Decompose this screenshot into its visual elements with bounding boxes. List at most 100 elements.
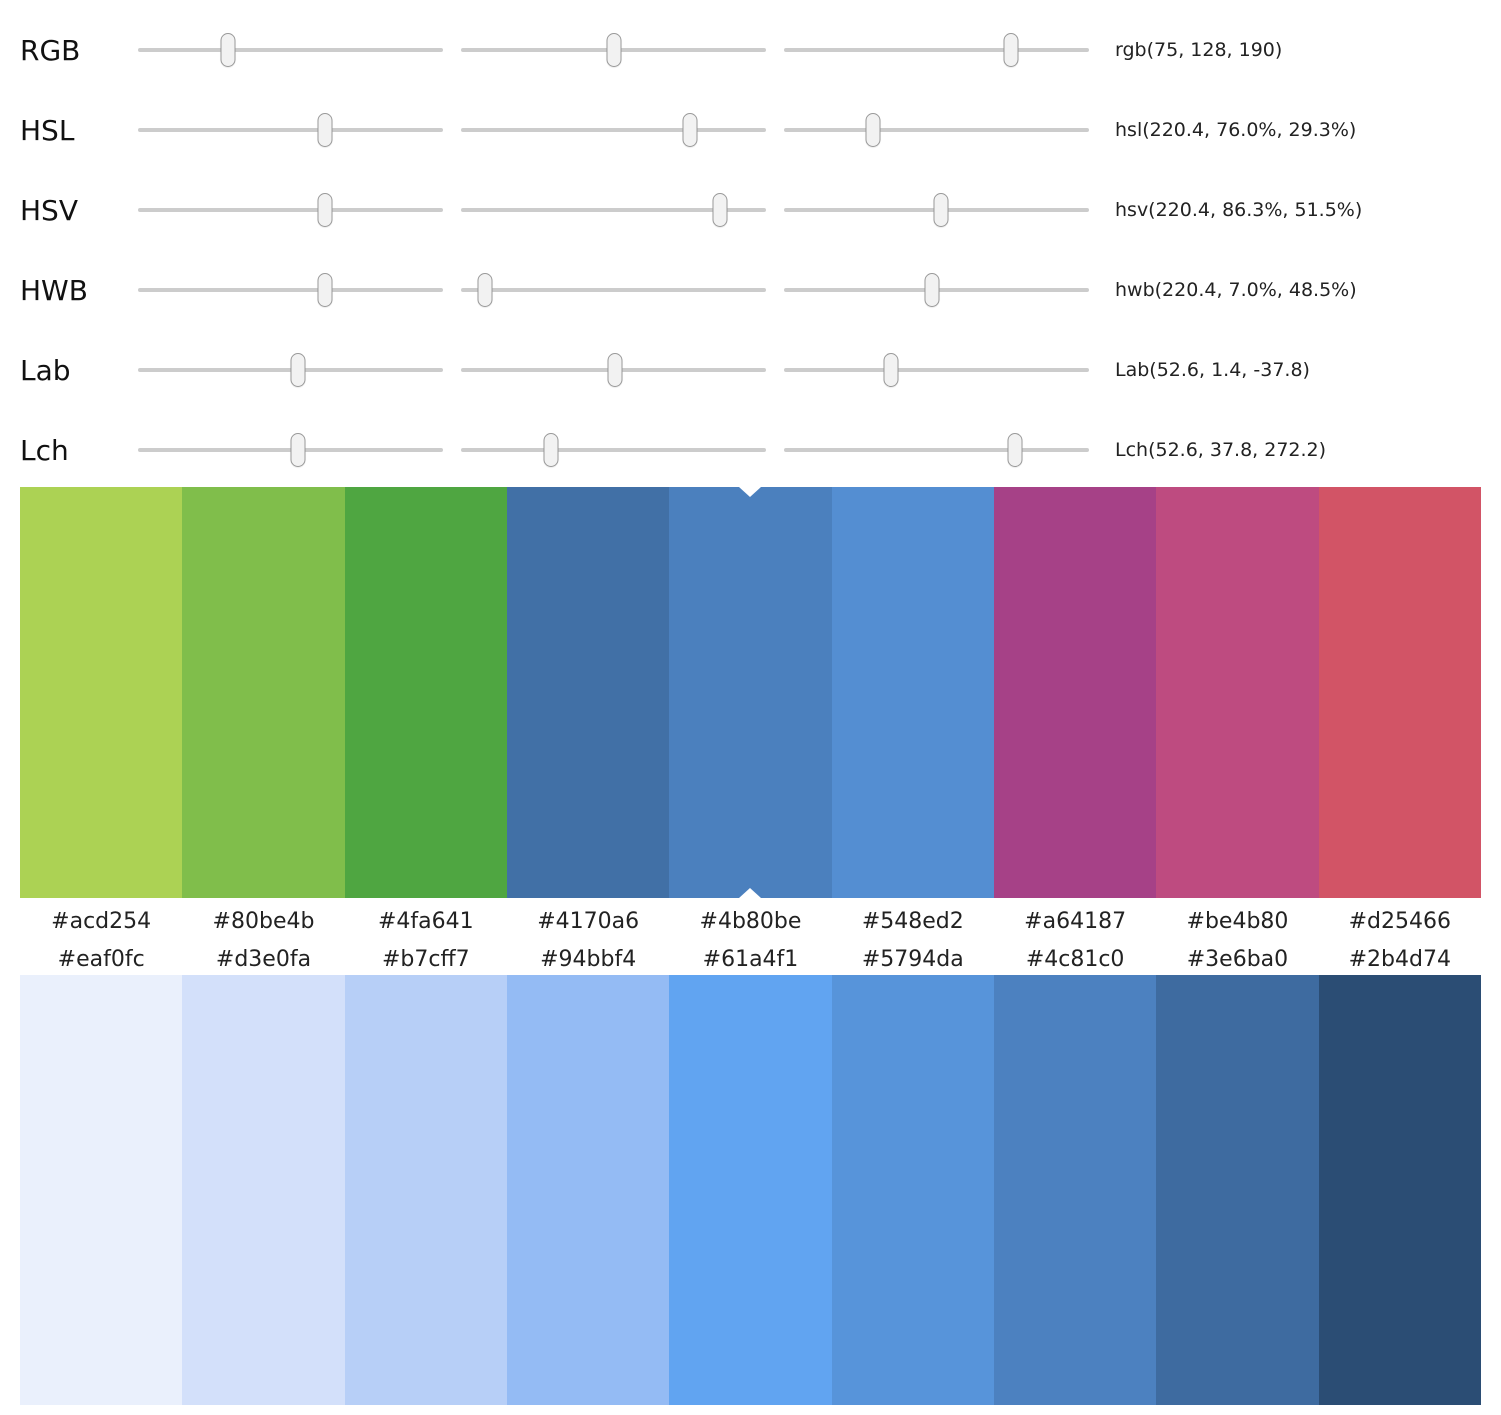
color-swatch[interactable] (993, 975, 1157, 1405)
hex-label: #5794da (861, 947, 964, 972)
slider-channel-3[interactable] (784, 90, 1089, 170)
slider-row: HWB hwb(220.4, 7.0%, 48.5%) (0, 250, 1501, 330)
hex-label: #d3e0fa (215, 947, 312, 972)
slider-row: RGB rgb(75, 128, 190) (0, 10, 1501, 90)
color-swatch[interactable] (1318, 975, 1481, 1405)
slider-group-label: HSV (20, 193, 78, 227)
slider-track[interactable] (461, 208, 766, 212)
slider-channel-2[interactable] (461, 90, 766, 170)
slider-channel-2[interactable] (461, 170, 766, 250)
color-swatch[interactable] (182, 975, 345, 1405)
slider-thumb[interactable] (865, 113, 881, 147)
slider-thumb[interactable] (220, 33, 236, 67)
hex-labels-bottom: #eaf0fc #d3e0fa #b7cff7 #94bbf4 #61a4f1 #5794… (20, 944, 1481, 975)
slider-channel-3[interactable] (784, 250, 1089, 330)
slider-track[interactable] (138, 208, 443, 212)
slider-thumb[interactable] (317, 113, 333, 147)
color-swatch[interactable] (20, 487, 183, 898)
hex-label: #4c81c0 (1025, 947, 1125, 972)
slider-track[interactable] (784, 448, 1089, 452)
slider-channel-3[interactable] (784, 170, 1089, 250)
slider-thumb[interactable] (1007, 433, 1023, 467)
slider-thumb[interactable] (606, 33, 622, 67)
color-swatch[interactable] (831, 487, 994, 898)
color-swatch[interactable] (506, 975, 670, 1405)
slider-channel-1[interactable] (138, 330, 443, 410)
hex-label: #eaf0fc (57, 947, 145, 972)
hex-label: #4b80be (699, 908, 802, 934)
slider-track[interactable] (784, 368, 1089, 372)
hex-label: #a64187 (1024, 908, 1127, 934)
slider-group-label: HSL (20, 113, 75, 147)
slider-track[interactable] (784, 128, 1089, 132)
color-swatch[interactable] (1156, 975, 1319, 1405)
hex-label: #acd254 (51, 908, 152, 934)
selection-notch-bottom-icon (739, 888, 762, 898)
slider-channel-1[interactable] (138, 170, 443, 250)
slider-row: HSV hsv(220.4, 86.3%, 51.5%) (0, 170, 1501, 250)
hex-label: #4fa641 (377, 908, 474, 934)
hex-label: #94bbf4 (540, 947, 637, 972)
hex-label: #b7cff7 (381, 947, 470, 972)
color-swatch[interactable] (20, 975, 183, 1405)
slider-track[interactable] (784, 48, 1089, 52)
color-swatch[interactable] (831, 975, 994, 1405)
slider-channel-2[interactable] (461, 410, 766, 490)
slider-thumb[interactable] (712, 193, 728, 227)
color-swatch[interactable] (344, 487, 507, 898)
slider-panel: RGB rgb(75, 128, 190) HSL hsl(220.4, (0, 0, 1501, 487)
slider-channel-2[interactable] (461, 250, 766, 330)
slider-track[interactable] (461, 288, 766, 292)
hex-label: #4170a6 (537, 908, 640, 934)
slider-thumb[interactable] (543, 433, 559, 467)
color-swatch[interactable] (1318, 487, 1481, 898)
slider-thumb[interactable] (290, 353, 306, 387)
slider-thumb[interactable] (933, 193, 949, 227)
slider-channel-2[interactable] (461, 330, 766, 410)
slider-thumb[interactable] (883, 353, 899, 387)
slider-channel-1[interactable] (138, 90, 443, 170)
hex-label: #2b4d74 (1348, 947, 1451, 972)
hex-label: #d25466 (1348, 908, 1451, 934)
slider-channel-2[interactable] (461, 10, 766, 90)
slider-channel-1[interactable] (138, 410, 443, 490)
slider-track[interactable] (138, 128, 443, 132)
slider-thumb[interactable] (607, 353, 623, 387)
hex-label: #80be4b (212, 908, 315, 934)
slider-track[interactable] (138, 48, 443, 52)
slider-thumb[interactable] (317, 193, 333, 227)
color-swatch[interactable] (344, 975, 507, 1405)
slider-row: HSL hsl(220.4, 76.0%, 29.3%) (0, 90, 1501, 170)
slider-channel-3[interactable] (784, 410, 1089, 490)
slider-thumb[interactable] (477, 273, 493, 307)
slider-channel-1[interactable] (138, 10, 443, 90)
slider-value: rgb(75, 128, 190) (1115, 39, 1283, 61)
slider-value: Lab(52.6, 1.4, -37.8) (1115, 359, 1310, 381)
color-swatch[interactable] (993, 487, 1157, 898)
selection-notch-top-icon (739, 487, 762, 497)
slider-thumb[interactable] (290, 433, 306, 467)
slider-track[interactable] (461, 128, 766, 132)
hex-label: #548ed2 (861, 908, 964, 934)
slider-thumb[interactable] (1003, 33, 1019, 67)
slider-channel-1[interactable] (138, 250, 443, 330)
slider-group-label: Lch (20, 433, 69, 467)
slider-track[interactable] (138, 448, 443, 452)
slider-group-label: RGB (20, 33, 81, 67)
slider-group-label: Lab (20, 353, 71, 387)
slider-thumb[interactable] (682, 113, 698, 147)
palette-top (20, 487, 1481, 898)
slider-track[interactable] (461, 448, 766, 452)
slider-channel-3[interactable] (784, 330, 1089, 410)
color-swatch[interactable] (1156, 487, 1319, 898)
slider-group-label: HWB (20, 273, 88, 307)
slider-channel-3[interactable] (784, 10, 1089, 90)
slider-track[interactable] (138, 288, 443, 292)
slider-thumb[interactable] (924, 273, 940, 307)
color-swatch[interactable] (669, 975, 832, 1405)
slider-track[interactable] (138, 368, 443, 372)
slider-thumb[interactable] (317, 273, 333, 307)
color-swatch[interactable] (669, 487, 832, 898)
color-swatch[interactable] (182, 487, 345, 898)
color-swatch[interactable] (506, 487, 670, 898)
